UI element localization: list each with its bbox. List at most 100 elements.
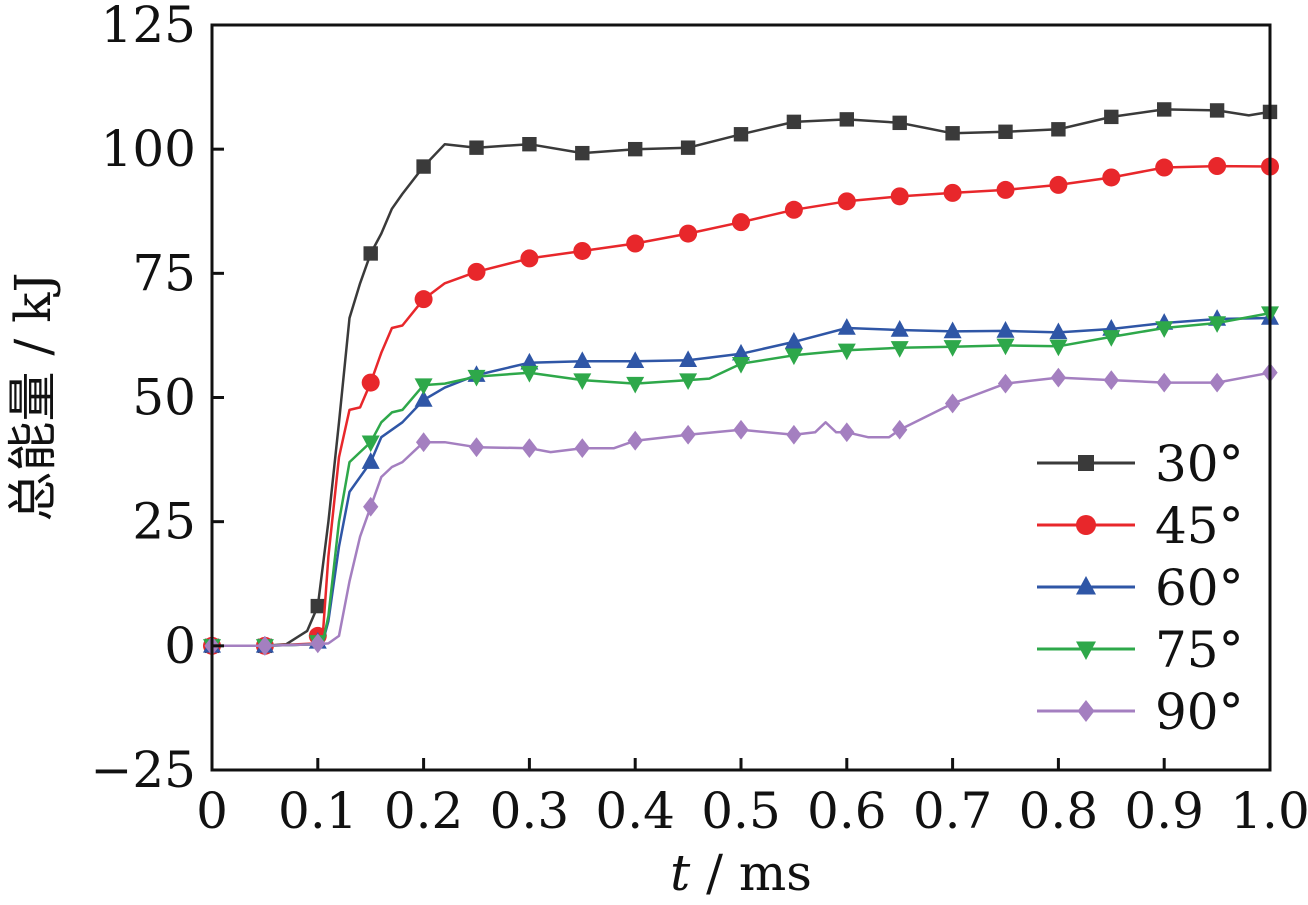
series-2-point-4 [414,390,433,407]
series-line-1 [212,164,1271,648]
series-4-point-9 [680,424,696,445]
series-3-point-10 [732,356,750,374]
series-4-point-18 [1156,372,1172,393]
series-4-point-12 [839,422,855,443]
series-4-point-2 [310,633,326,654]
series-1-point-12 [837,192,856,211]
series-3-point-4 [414,378,433,395]
series-0-point-7 [575,145,590,161]
series-4-point-16 [1050,367,1067,388]
series-3-point-18 [1155,321,1174,338]
legend-label-4: 90° [1155,683,1244,741]
axis-ticks: 0 0.1 0.2 0.3 0.4 0.5 0.6 0.7 0.8 0.9 1.0−25025507… [90,0,1308,840]
series-3-point-5 [467,369,486,387]
y-tick-label-1: 0 [164,617,196,675]
series-0-point-6 [522,137,537,152]
series-3-point-7 [573,373,592,391]
series-3-point-3 [361,435,380,453]
series-0-point-11 [786,114,802,130]
series-4-point-3 [363,496,379,517]
series-4-point-13 [892,419,908,440]
x-tick-label-7: 0.7 [913,782,993,840]
series-0-point-19 [1209,103,1225,118]
series-1-point-18 [1155,158,1174,177]
series-1-point-9 [679,224,698,243]
y-axis-title: 总能量 / kJ [4,273,62,522]
series-0-point-9 [680,140,696,155]
series-4-point-5 [468,437,485,458]
legend-marker-0 [1078,455,1094,471]
series-0-point-13 [892,115,907,131]
y-tick-label-0: −25 [90,741,196,799]
series-0-point-2 [310,598,325,614]
series-0-point-3 [363,246,378,261]
series-0-point-17 [1104,109,1119,125]
series-0-point-8 [628,141,643,157]
legend-item-1: 45° [1037,497,1244,555]
legend-marker-1 [1076,515,1096,535]
legend-label-3: 75° [1155,621,1244,679]
x-tick-label-8: 0.8 [1019,782,1099,840]
series-4-point-11 [786,424,802,445]
y-tick-label-2: 25 [132,493,196,551]
series-3-point-19 [1208,316,1227,333]
series-2-point-12 [837,318,856,335]
series-0-point-18 [1157,102,1172,117]
series-1-point-10 [732,213,750,232]
series-1 [203,157,1279,655]
series-0-point-5 [469,140,484,155]
series-2-point-15 [996,321,1015,338]
series-1-point-5 [467,262,486,281]
y-tick-label-3: 50 [132,369,196,427]
legend-marker-4 [1077,700,1095,722]
series-0-point-12 [839,112,854,127]
legend-item-0: 30° [1037,435,1244,493]
series-4-point-10 [733,419,749,440]
series-1-point-6 [520,249,539,268]
series-2-point-14 [943,321,962,339]
series-4-point-19 [1209,372,1225,393]
series-2-point-6 [520,352,539,370]
legend-marker-3 [1076,641,1096,660]
series-2-point-9 [679,350,698,367]
x-tick-label-9: 0.9 [1124,782,1204,840]
y-tick-label-4: 75 [132,244,196,302]
legend-label-0: 30° [1155,435,1244,493]
legend-marker-2 [1076,576,1096,595]
legend-label-1: 45° [1155,497,1244,555]
x-tick-label-10: 1.0 [1230,782,1308,840]
x-tick-label-0: 0 [196,782,228,840]
series-4-point-15 [997,373,1014,394]
series-1-point-15 [996,180,1015,199]
series-1-point-7 [573,241,592,260]
series-3-point-15 [996,338,1015,356]
x-tick-label-1: 0.1 [278,782,358,840]
legend-item-2: 60° [1037,559,1244,617]
series-layer [203,102,1279,656]
series-4-point-4 [415,432,432,453]
series-1-point-8 [626,234,645,253]
series-0 [204,102,1278,654]
series-2-point-8 [626,351,645,368]
series-2-point-16 [1049,322,1068,340]
series-2-point-13 [890,320,909,337]
series-1-point-11 [784,200,803,219]
series-1-point-16 [1049,175,1068,194]
legend: 30°45°60°75°90° [1037,435,1244,741]
series-3-point-6 [520,365,539,383]
legend-label-2: 60° [1155,559,1244,617]
x-tick-label-2: 0.2 [384,782,464,840]
series-3-point-9 [679,373,698,391]
x-tick-label-5: 0.5 [701,782,781,840]
legend-item-3: 75° [1037,621,1244,679]
y-tick-label-6: 125 [101,0,196,54]
series-line-4 [212,371,1271,648]
x-axis-var: t [670,844,691,902]
series-1-point-17 [1102,168,1121,187]
legend-item-4: 90° [1037,683,1244,741]
series-4-point-8 [627,430,643,451]
x-tick-label-4: 0.4 [595,782,675,840]
series-4-point-17 [1103,370,1119,391]
y-tick-label-5: 100 [101,120,196,178]
